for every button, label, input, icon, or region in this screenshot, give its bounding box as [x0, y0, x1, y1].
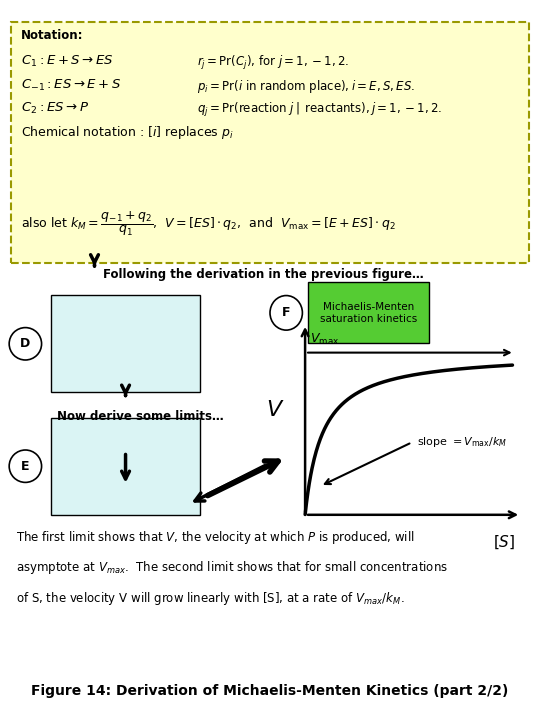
FancyBboxPatch shape [11, 22, 529, 263]
FancyBboxPatch shape [308, 282, 429, 343]
Text: $p_i = \mathrm{Pr}(i$ in random place$), i = E, S, ES$.: $p_i = \mathrm{Pr}(i$ in random place$),… [197, 78, 415, 95]
Text: $C_1 : E + S \rightarrow ES$: $C_1 : E + S \rightarrow ES$ [21, 54, 113, 69]
Text: $C_{-1} : ES \rightarrow E + S$: $C_{-1} : ES \rightarrow E + S$ [21, 78, 121, 93]
Text: $C_2 : ES \rightarrow P$: $C_2 : ES \rightarrow P$ [21, 101, 89, 116]
Text: F: F [282, 306, 291, 320]
Text: slope $= V_{\mathrm{max}} / k_M$: slope $= V_{\mathrm{max}} / k_M$ [417, 436, 508, 449]
Text: Now derive some limits…: Now derive some limits… [57, 410, 224, 423]
Text: Figure 14: Derivation of Michaelis-Menten Kinetics (part 2/2): Figure 14: Derivation of Michaelis-Mente… [31, 685, 509, 698]
Text: also let $k_M = \dfrac{q_{-1} + q_2}{q_1}$,  $V = [ES] \cdot q_2$,  and  $V_{\ma: also let $k_M = \dfrac{q_{-1} + q_2}{q_1… [21, 209, 395, 238]
Text: Notation:: Notation: [21, 29, 83, 42]
Text: Michaelis-Menten
saturation kinetics: Michaelis-Menten saturation kinetics [320, 302, 417, 324]
FancyBboxPatch shape [51, 418, 200, 515]
Text: The first limit shows that $V$, the velocity at which $P$ is produced, will: The first limit shows that $V$, the velo… [16, 529, 415, 546]
Text: $q_j = \mathrm{Pr}($reaction $j\,|\,$ reactants$), j = 1, -1, 2$.: $q_j = \mathrm{Pr}($reaction $j\,|\,$ re… [197, 101, 442, 119]
Text: E: E [21, 459, 30, 473]
Text: Following the derivation in the previous figure…: Following the derivation in the previous… [103, 268, 423, 281]
Text: Chemical notation : $[i]$ replaces $p_i$: Chemical notation : $[i]$ replaces $p_i$ [21, 124, 233, 141]
Text: of S, the velocity V will grow linearly with [S], at a rate of $V_{max}/k_M$.: of S, the velocity V will grow linearly … [16, 590, 404, 607]
Text: $[S]$: $[S]$ [492, 534, 515, 551]
Text: D: D [21, 337, 30, 351]
Text: asymptote at $V_{max}$.  The second limit shows that for small concentrations: asymptote at $V_{max}$. The second limit… [16, 559, 448, 577]
FancyBboxPatch shape [51, 295, 200, 392]
Ellipse shape [270, 295, 302, 330]
Text: $V$: $V$ [266, 400, 285, 420]
Ellipse shape [9, 328, 42, 360]
Ellipse shape [9, 450, 42, 482]
Text: $V_{\mathrm{max}}$: $V_{\mathrm{max}}$ [310, 332, 340, 347]
Text: $r_j = \mathrm{Pr}(C_j)$, for $j = 1, -1, 2$.: $r_j = \mathrm{Pr}(C_j)$, for $j = 1, -1… [197, 54, 349, 72]
